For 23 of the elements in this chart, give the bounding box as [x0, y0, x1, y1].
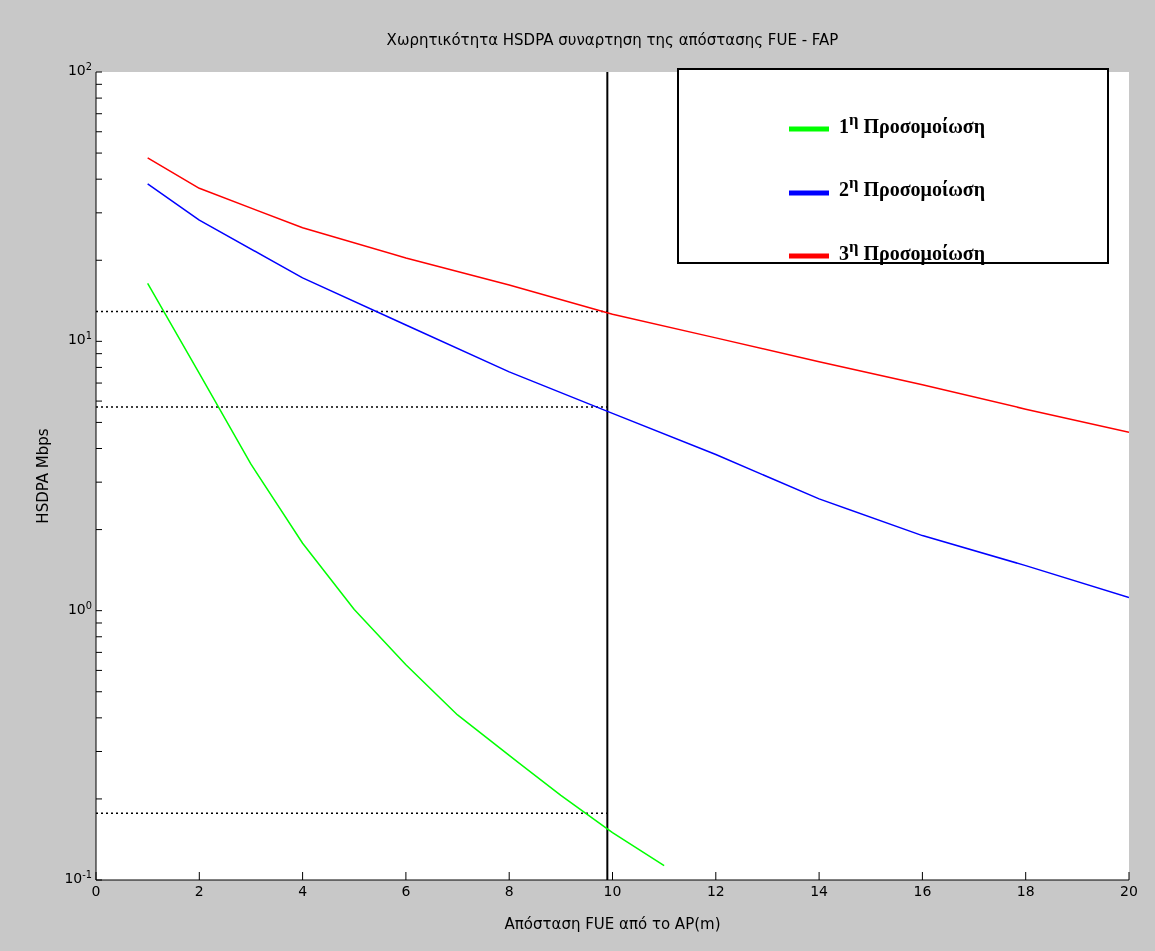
x-tick-label: 10 [603, 883, 622, 899]
line-series [146, 157, 1129, 433]
x-tick-label: 18 [1016, 883, 1035, 899]
y-axis-title: HSDPA Mbps [34, 428, 52, 524]
legend-label: 1$^{η}$ Προσομοίωση [839, 110, 986, 137]
x-tick-label: 14 [810, 883, 829, 899]
line-series [146, 282, 665, 867]
legend-label: 3$^{η}$ Προσομοίωση [839, 237, 986, 264]
x-tick-label: 12 [706, 883, 725, 899]
legend-label: 2$^{η}$ Προσομοίωση [839, 173, 986, 201]
x-tick-label: 8 [504, 883, 514, 899]
y-tick-label: 10$^{2}$ [67, 60, 92, 78]
chart-title: Χωρητικότητα HSDPA συναρτηση της απόστασης FUE - FAP [386, 31, 839, 49]
x-tick-label: 2 [194, 883, 204, 899]
x-axis-title: Απόσταση FUE από το AP(m) [504, 915, 721, 933]
y-tick-label: 10$^{-1}$ [64, 868, 92, 886]
y-tick-label: 10$^{1}$ [67, 329, 92, 348]
x-tick-label: 16 [913, 883, 932, 899]
x-tick-label: 4 [298, 883, 308, 899]
x-tick-label: 20 [1120, 883, 1138, 899]
x-tick-label: 0 [91, 883, 101, 899]
y-tick-label: 10$^{0}$ [67, 599, 92, 617]
x-tick-label: 6 [401, 883, 411, 899]
